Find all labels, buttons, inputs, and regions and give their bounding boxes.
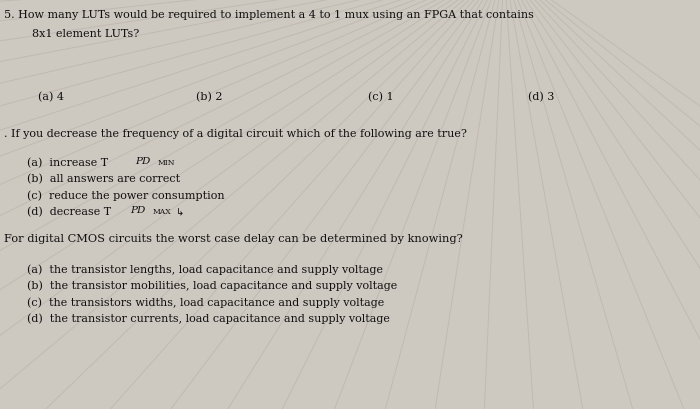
Text: PD: PD: [135, 156, 150, 165]
Text: 5. How many LUTs would be required to implement a 4 to 1 mux using an FPGA that : 5. How many LUTs would be required to im…: [4, 10, 533, 20]
Text: (b) 2: (b) 2: [196, 92, 223, 102]
Text: (d)  the transistor currents, load capacitance and supply voltage: (d) the transistor currents, load capaci…: [27, 313, 389, 324]
Text: MAX: MAX: [153, 208, 172, 216]
Text: (a) 4: (a) 4: [38, 92, 64, 102]
Text: . If you decrease the frequency of a digital circuit which of the following are : . If you decrease the frequency of a dig…: [4, 129, 466, 139]
Text: (c) 1: (c) 1: [368, 92, 393, 102]
Text: (a)  increase T: (a) increase T: [27, 157, 108, 168]
Text: ↳: ↳: [176, 207, 184, 217]
Text: 8x1 element LUTs?: 8x1 element LUTs?: [32, 29, 139, 38]
Text: (d) 3: (d) 3: [528, 92, 555, 102]
Text: (d)  decrease T: (d) decrease T: [27, 207, 111, 217]
Text: (a)  the transistor lengths, load capacitance and supply voltage: (a) the transistor lengths, load capacit…: [27, 264, 383, 274]
Text: (b)  all answers are correct: (b) all answers are correct: [27, 174, 180, 184]
Text: (c)  reduce the power consumption: (c) reduce the power consumption: [27, 190, 224, 201]
Text: (b)  the transistor mobilities, load capacitance and supply voltage: (b) the transistor mobilities, load capa…: [27, 280, 397, 291]
Text: MIN: MIN: [158, 159, 175, 167]
Text: PD: PD: [130, 205, 146, 214]
Text: (c)  the transistors widths, load capacitance and supply voltage: (c) the transistors widths, load capacit…: [27, 297, 384, 307]
Text: For digital CMOS circuits the worst case delay can be determined by knowing?: For digital CMOS circuits the worst case…: [4, 233, 462, 243]
